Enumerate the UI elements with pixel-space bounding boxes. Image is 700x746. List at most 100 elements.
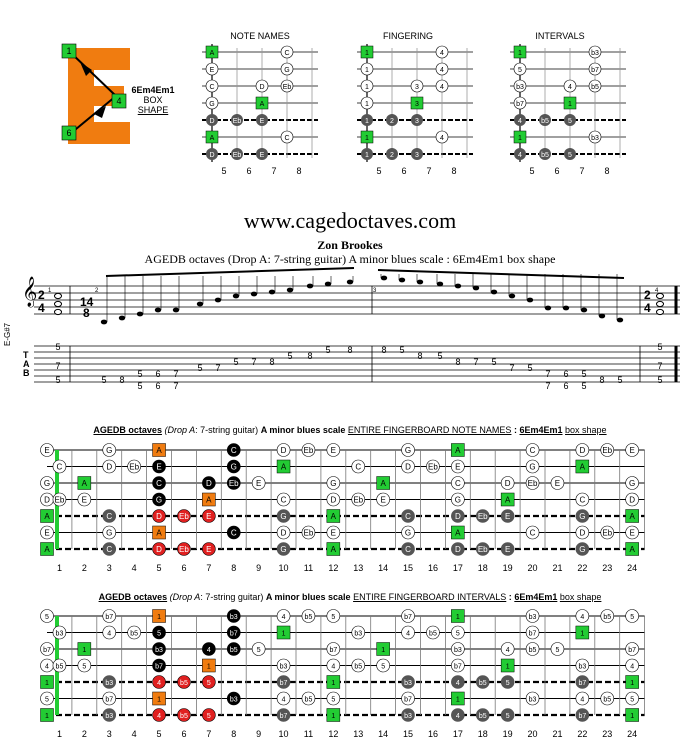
- mini-note-1-4-1: [386, 114, 398, 126]
- svg-text:b5: b5: [180, 713, 188, 720]
- mini-note-1-4-0: [361, 114, 373, 126]
- fb-note: [600, 443, 615, 457]
- svg-text:Eb: Eb: [233, 118, 242, 125]
- fb-note: [625, 642, 639, 656]
- fret-label: 11: [304, 729, 313, 739]
- fret-label: 2: [82, 729, 87, 739]
- fretboard-intervals: 1 2 3 4 5 6 7 8 9 10 11 12 13 14 15 16 17 18 19 20 21 22 23 245…: [40, 609, 645, 739]
- svg-text:D: D: [629, 496, 635, 505]
- fb-note: [525, 625, 540, 640]
- fret-label: 19: [503, 729, 513, 739]
- note-head: [118, 315, 126, 321]
- fb-note: [625, 609, 639, 623]
- svg-text:4: 4: [630, 664, 634, 671]
- svg-text:Eb: Eb: [179, 512, 189, 521]
- mini-note-2-1-3: [588, 62, 602, 76]
- svg-text:A: A: [206, 496, 212, 505]
- fb-note: [500, 675, 515, 689]
- fb-note: [326, 691, 341, 706]
- svg-text:D: D: [209, 118, 214, 125]
- fb-note: [525, 525, 540, 540]
- box-line2: BOX: [143, 95, 163, 105]
- fret-label: 5: [157, 729, 162, 739]
- fb-note: [451, 459, 465, 474]
- fb-note: [40, 675, 54, 689]
- fret-label: 21: [552, 729, 562, 739]
- svg-text:1: 1: [365, 152, 369, 159]
- fret-label: 10: [279, 563, 289, 573]
- svg-text:E: E: [260, 152, 265, 159]
- fret-label: 5: [157, 563, 162, 573]
- note-head: [580, 307, 588, 313]
- svg-text:E: E: [156, 463, 161, 472]
- svg-text:b7: b7: [155, 664, 163, 671]
- svg-text:G: G: [44, 479, 50, 488]
- fb-note: [401, 443, 415, 457]
- tab-number: 5: [325, 345, 330, 355]
- fb-note: [326, 492, 341, 507]
- svg-text:A: A: [629, 512, 635, 521]
- svg-text:E: E: [44, 446, 49, 455]
- fb-note: [451, 625, 465, 640]
- mini-diagram-1: 1 4 1 4 1 3 4 1 3 1 2 3 1 4 1 2 3 5 6 7 8: [357, 44, 473, 176]
- svg-text:G: G: [529, 463, 535, 472]
- svg-text:E: E: [256, 479, 261, 488]
- fb-note: [451, 691, 465, 706]
- svg-text:5: 5: [82, 664, 86, 671]
- svg-text:1: 1: [456, 697, 460, 704]
- tab-number: 7: [251, 357, 256, 367]
- fret-label: 6: [181, 729, 186, 739]
- mini-fret-number: 5: [529, 166, 534, 176]
- tab-number: 8: [347, 345, 352, 355]
- svg-text:G: G: [209, 101, 214, 108]
- svg-text:1: 1: [381, 647, 385, 654]
- mini-fret-number: 6: [246, 166, 251, 176]
- fb-note: [202, 658, 216, 673]
- svg-text:1: 1: [157, 614, 161, 621]
- tab-number: 5: [137, 381, 142, 391]
- svg-text:4: 4: [456, 680, 460, 687]
- svg-text:b7: b7: [230, 631, 238, 638]
- note-head: [136, 311, 144, 317]
- fret-label: 4: [132, 563, 137, 573]
- svg-text:1: 1: [518, 50, 522, 57]
- note-head: [526, 297, 534, 303]
- mini-fret-number: 8: [451, 166, 456, 176]
- fb-note: [202, 476, 216, 490]
- box-code: 6Em4Em1: [131, 85, 175, 95]
- svg-text:5: 5: [45, 614, 49, 621]
- fretboard-note-names: 1 2 3 4 5 6 7 8 9 10 11 12 13 14 15 16 17 18 19 20 21 22 23 24E…: [40, 443, 645, 573]
- mini-note-2-2-2: [563, 79, 577, 93]
- fb-note: [326, 675, 341, 689]
- svg-text:5: 5: [207, 713, 211, 720]
- svg-text:A: A: [331, 545, 337, 554]
- tab-number: 5: [527, 363, 532, 373]
- svg-text:3: 3: [415, 101, 419, 108]
- fb-note: [177, 708, 191, 722]
- half-note-head: [54, 300, 62, 308]
- svg-text:D: D: [405, 463, 411, 472]
- svg-text:D: D: [44, 496, 50, 505]
- svg-text:A: A: [156, 446, 162, 455]
- svg-text:1: 1: [518, 135, 522, 142]
- fret-label: 8: [231, 563, 236, 573]
- svg-text:1: 1: [207, 664, 211, 671]
- mini-note-2-0-3: [588, 45, 602, 59]
- fret-label: 18: [478, 563, 488, 573]
- svg-text:b7: b7: [404, 614, 412, 621]
- fb-note: [326, 609, 341, 623]
- fb-note: [202, 509, 216, 523]
- fb-note: [102, 525, 117, 540]
- fb-note: [326, 525, 341, 540]
- box-marker-1: [61, 43, 77, 59]
- note-head: [346, 279, 354, 285]
- fret-label: 13: [353, 729, 363, 739]
- svg-text:Eb: Eb: [233, 152, 242, 159]
- tab-number: 5: [137, 369, 142, 379]
- note-head: [598, 313, 606, 319]
- svg-text:Eb: Eb: [528, 479, 538, 488]
- tab-number: 8: [417, 351, 422, 361]
- tab-number: 5: [101, 375, 106, 385]
- half-note-head: [54, 292, 62, 300]
- fb-note: [152, 609, 166, 623]
